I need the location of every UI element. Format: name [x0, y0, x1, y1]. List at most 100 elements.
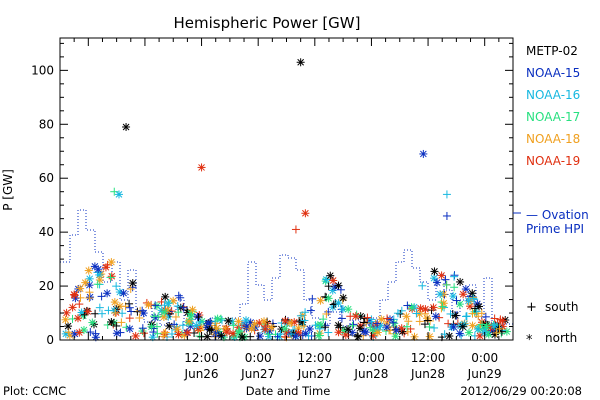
north-point: [234, 317, 243, 326]
north-point: [298, 318, 307, 327]
north-point: [305, 324, 314, 333]
south-point: [126, 284, 135, 293]
north-point: [455, 329, 464, 338]
south-point: [159, 329, 168, 338]
north-point: [173, 325, 182, 334]
north-point: [103, 289, 112, 298]
north-point: [355, 324, 364, 333]
south-point: [296, 311, 305, 320]
data-points: [61, 58, 511, 342]
north-marker-label: north: [545, 331, 577, 345]
north-point: [160, 308, 169, 317]
south-point: [174, 291, 183, 300]
north-point: [110, 306, 119, 315]
north-point: [354, 332, 363, 341]
south-point: [264, 330, 273, 339]
south-point: [444, 319, 453, 328]
x-tick-label-time: 0:00: [358, 351, 385, 365]
north-point: [498, 316, 507, 325]
south-point: [321, 292, 330, 301]
north-point: [402, 312, 411, 321]
south-point: [322, 309, 331, 318]
south-point: [139, 329, 148, 338]
south-point: [112, 321, 121, 330]
north-point: [431, 312, 440, 321]
north-point: [131, 331, 140, 340]
north-point: [343, 325, 352, 334]
north-point: [391, 332, 400, 341]
south-point: [174, 308, 183, 317]
south-point: [165, 309, 174, 318]
north-point: [501, 316, 510, 325]
south-point: [442, 190, 451, 199]
north-point: [62, 308, 71, 317]
north-point: [425, 332, 434, 341]
south-point: [85, 294, 94, 303]
north-point: [91, 333, 100, 342]
north-point: [468, 321, 477, 330]
ovation-prime-hpi: [60, 209, 513, 331]
south-point: [492, 328, 501, 337]
x-tick-label-date: Jun27: [297, 367, 332, 381]
north-point: [165, 322, 174, 331]
north-point: [280, 324, 289, 333]
south-point: [324, 307, 333, 316]
south-point: [229, 321, 238, 330]
south-point: [320, 323, 329, 332]
north-point: [451, 311, 460, 320]
south-point: [261, 322, 270, 331]
south-point: [471, 304, 480, 313]
x-tick-label-time: 0:00: [245, 351, 272, 365]
south-point: [308, 294, 317, 303]
y-tick-label: 40: [39, 225, 54, 239]
north-point: [475, 331, 484, 340]
north-point: [373, 328, 382, 337]
north-point: [94, 265, 103, 274]
south-point: [68, 314, 77, 323]
x-tick-label-date: Jun29: [467, 367, 502, 381]
north-point: [164, 299, 173, 308]
south-point: [98, 309, 107, 318]
south-point: [160, 301, 169, 310]
south-point: [304, 331, 313, 340]
north-point: [85, 281, 94, 290]
north-point: [429, 274, 438, 283]
north-point: [183, 328, 192, 337]
north-point: [61, 329, 70, 338]
north-point: [324, 294, 333, 303]
north-point: [107, 258, 116, 267]
chart-title: Hemispheric Power [GW]: [174, 14, 361, 32]
north-point: [114, 190, 123, 199]
south-point: [319, 315, 328, 324]
south-point: [299, 322, 308, 331]
north-point: [119, 289, 128, 298]
south-point: [194, 313, 203, 322]
north-point: [437, 271, 446, 280]
south-point: [138, 324, 147, 333]
north-point: [188, 305, 197, 314]
south-point: [450, 283, 459, 292]
north-point: [329, 276, 338, 285]
north-point: [61, 315, 70, 324]
south-point: [122, 323, 131, 332]
satellite-legend: METP-02 NOAA-15 NOAA-16 NOAA-17 NOAA-18 NOAA-…: [526, 44, 580, 168]
north-point: [75, 328, 84, 337]
north-point: [334, 299, 343, 308]
north-point: [86, 293, 95, 302]
north-point: [281, 316, 290, 325]
south-point: [176, 293, 185, 302]
south-point: [64, 328, 73, 337]
south-point: [359, 318, 368, 327]
x-axis-label: Date and Time: [246, 384, 331, 398]
north-point: [159, 313, 168, 322]
north-point: [291, 332, 300, 341]
north-point: [95, 275, 104, 284]
south-point: [402, 322, 411, 331]
north-point: [449, 292, 458, 301]
north-point: [455, 300, 464, 309]
north-point: [83, 307, 92, 316]
south-point: [153, 329, 162, 338]
y-tick-label: 60: [39, 171, 54, 185]
north-point: [445, 332, 454, 341]
